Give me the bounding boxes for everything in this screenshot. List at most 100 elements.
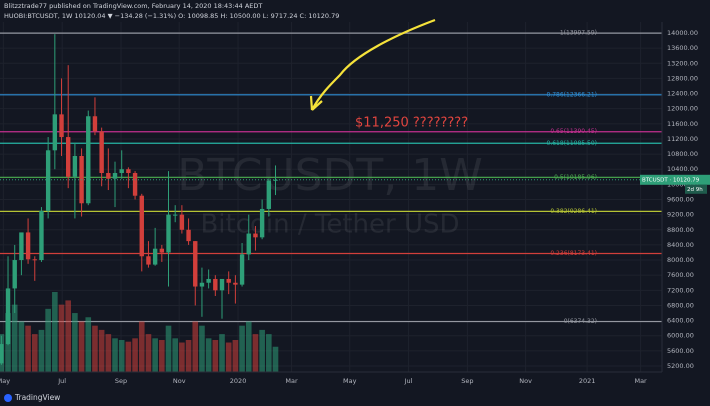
y-tick-label: 7600.00 — [667, 271, 694, 279]
candle-body — [119, 169, 124, 174]
volume-bar — [179, 342, 185, 372]
y-tick-label: 9200.00 — [667, 211, 694, 219]
candle-body — [152, 248, 158, 265]
volume-bar — [219, 334, 225, 372]
volume-bar — [31, 334, 38, 372]
volume-bar — [205, 338, 212, 372]
y-tick-label: 13600.00 — [667, 44, 698, 52]
logo: TradingView — [14, 393, 60, 402]
volume-bar — [145, 334, 152, 372]
volume-bar — [72, 313, 78, 372]
candle-body — [132, 173, 138, 196]
candle-body — [199, 282, 205, 287]
volume-bar — [38, 329, 45, 372]
candle-body — [159, 248, 165, 253]
volume — [0, 292, 279, 372]
candle-body — [273, 179, 278, 181]
volume-bar — [239, 325, 245, 372]
y-tick-label: 12400.00 — [667, 90, 698, 98]
candle-body — [92, 116, 98, 132]
candle-body — [186, 229, 191, 242]
x-tick-label: Jul — [404, 377, 413, 385]
candle-body — [12, 260, 17, 289]
candle-body — [213, 278, 218, 291]
candle-body — [219, 278, 225, 291]
candle-body — [99, 131, 104, 174]
candle-body — [126, 169, 131, 174]
fib-label: 0.5(10185.96) — [554, 174, 597, 181]
candle-body — [106, 173, 111, 179]
fib-label: 1(13997.59) — [560, 30, 597, 37]
candle-body — [206, 278, 211, 283]
price-axis — [662, 22, 710, 372]
volume-bar — [225, 342, 232, 372]
volume-bar — [266, 334, 272, 372]
fib-label: 0.618(11085.50) — [547, 140, 598, 147]
volume-bar — [259, 329, 265, 372]
fib-label: 0(6374.32) — [564, 318, 597, 325]
y-tick-label: 8400.00 — [667, 241, 694, 249]
y-tick-label: 14000.00 — [667, 29, 698, 37]
x-tick-label: Mar — [634, 377, 647, 385]
axes: 5200.00 5600.00 6000.00 6400.00 6800.00 7200.… — [0, 29, 710, 385]
volume-bar — [78, 321, 85, 372]
y-tick-label: 9600.00 — [667, 196, 694, 204]
fib-label: 0.65(11390.45) — [550, 128, 597, 135]
volume-bar — [52, 292, 58, 372]
volume-bar — [45, 308, 51, 372]
volume-bar — [112, 338, 118, 372]
volume-bar — [192, 321, 199, 372]
y-tick-label: 7200.00 — [667, 286, 694, 294]
candle-body — [72, 155, 78, 177]
candle-body — [39, 210, 44, 261]
candle-body — [193, 241, 198, 287]
watermark: BTCUSDT, 1W — [177, 150, 483, 201]
volume-bar — [125, 341, 132, 372]
logo-icon — [4, 394, 12, 402]
candle-body — [233, 282, 238, 285]
y-tick-label: 8000.00 — [667, 256, 694, 264]
volume-bar — [132, 338, 138, 372]
y-tick-label: 12000.00 — [667, 105, 698, 113]
volume-bar — [199, 325, 205, 372]
volume-bar — [98, 329, 105, 372]
fib-label: 0.786(12366.21) — [547, 91, 598, 98]
candle-body — [0, 344, 4, 364]
y-tick-label: 12800.00 — [667, 74, 698, 82]
volume-bar — [25, 325, 31, 372]
volume-bar — [92, 325, 98, 372]
x-tick-label: Sep — [115, 377, 127, 385]
volume-bar — [272, 346, 279, 372]
volume-bar — [58, 304, 65, 372]
y-tick-label: 13200.00 — [667, 59, 698, 67]
volume-bar — [172, 338, 178, 372]
volume-bar — [65, 300, 72, 372]
header-line1: Blitzztrade77 published on TradingView.c… — [4, 2, 262, 10]
volume-bar — [212, 340, 219, 372]
price-label: BTCUSDT · 10120.79 — [642, 177, 700, 183]
candle-body — [86, 116, 91, 204]
volume-bar — [85, 317, 92, 372]
y-tick-label: 11600.00 — [667, 120, 698, 128]
x-tick-label: Mar — [285, 377, 298, 385]
x-tick-label: Nov — [519, 377, 532, 385]
countdown-box — [685, 184, 707, 194]
countdown: 2d 9h — [687, 187, 703, 193]
price-label-box — [640, 174, 710, 185]
annotation: $11,250 ???????? — [355, 116, 468, 131]
candle-body — [52, 114, 58, 151]
volume-bar — [245, 321, 252, 372]
y-tick-label: 11200.00 — [667, 135, 698, 143]
drawn-arrow — [309, 18, 436, 111]
y-tick-label: 6800.00 — [667, 301, 694, 309]
candle-body — [226, 278, 231, 283]
candle-body — [239, 254, 245, 285]
y-tick-label: 5200.00 — [667, 362, 694, 370]
volume-bar — [232, 340, 239, 372]
candle-body — [166, 214, 171, 253]
volume-bar — [185, 340, 192, 372]
volume-bar — [159, 340, 165, 372]
y-tick-label: 5600.00 — [667, 347, 694, 355]
